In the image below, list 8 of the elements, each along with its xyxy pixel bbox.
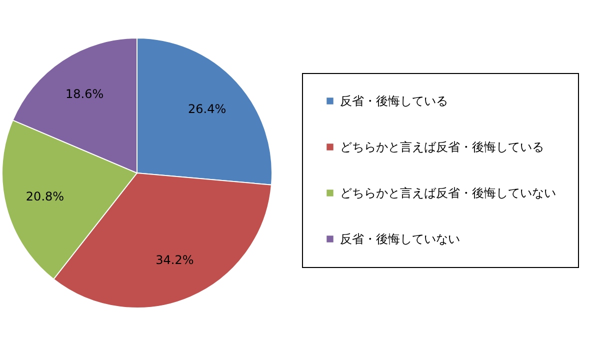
data-label: 26.4% — [188, 102, 226, 116]
data-label: 34.2% — [156, 253, 194, 268]
legend-label: どちらかと言えば反省・後悔している — [340, 140, 544, 154]
data-label: 18.6% — [66, 86, 104, 101]
legend-label: どちらかと言えば反省・後悔していない — [340, 186, 556, 200]
legend-label: 反省・後悔している — [340, 94, 448, 108]
legend-label: 反省・後悔していない — [340, 232, 460, 246]
data-label: 20.8% — [26, 190, 64, 204]
